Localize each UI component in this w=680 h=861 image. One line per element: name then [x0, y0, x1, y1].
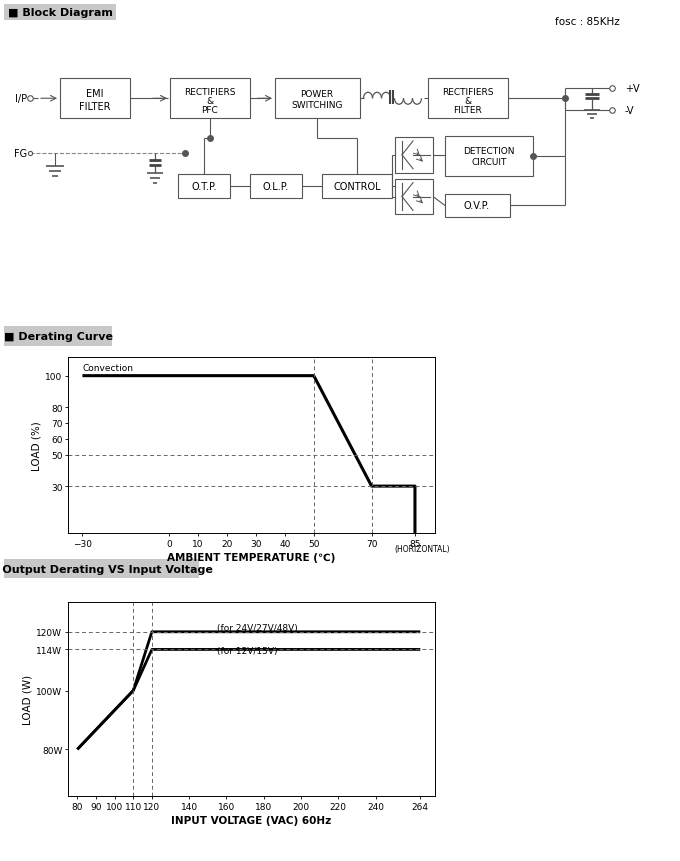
Text: FILTER: FILTER: [454, 106, 482, 115]
Text: SWITCHING: SWITCHING: [291, 101, 343, 109]
Text: &: &: [207, 96, 214, 106]
Bar: [178, 175, 230, 198]
Text: O.L.P.: O.L.P.: [263, 182, 289, 191]
Bar: [445, 195, 510, 218]
X-axis label: INPUT VOLTAGE (VAC) 60Hz: INPUT VOLTAGE (VAC) 60Hz: [171, 815, 332, 825]
Text: FG: FG: [14, 149, 27, 158]
Bar: [60, 79, 130, 119]
X-axis label: AMBIENT TEMPERATURE (℃): AMBIENT TEMPERATURE (℃): [167, 553, 336, 562]
Text: O.V.P.: O.V.P.: [464, 201, 490, 211]
Text: (for 12V/15V): (for 12V/15V): [217, 647, 277, 655]
Bar: [250, 175, 302, 198]
Text: EMI: EMI: [86, 90, 104, 99]
Text: +V: +V: [625, 84, 640, 94]
Text: I/P: I/P: [15, 94, 27, 104]
Text: ■ Derating Curve: ■ Derating Curve: [3, 331, 112, 342]
Text: DETECTION: DETECTION: [463, 147, 515, 156]
Bar: [4, 560, 199, 579]
Y-axis label: LOAD (W): LOAD (W): [22, 674, 32, 725]
Text: ■ Block Diagram: ■ Block Diagram: [7, 8, 112, 18]
Bar: [395, 179, 433, 215]
Text: &: &: [464, 96, 471, 106]
Text: RECTIFIERS: RECTIFIERS: [184, 88, 236, 96]
Text: (HORIZONTAL): (HORIZONTAL): [394, 545, 450, 554]
Text: (for 24V/27V/48V): (for 24V/27V/48V): [217, 623, 298, 632]
Bar: [170, 79, 250, 119]
Bar: [4, 5, 116, 21]
Text: POWER: POWER: [301, 90, 334, 99]
Text: CIRCUIT: CIRCUIT: [471, 158, 507, 167]
Bar: [428, 79, 508, 119]
Text: FILTER: FILTER: [80, 102, 111, 112]
Bar: [395, 138, 433, 174]
Bar: [275, 79, 360, 119]
Text: Convection: Convection: [82, 363, 133, 373]
Text: -V: -V: [625, 106, 634, 116]
Y-axis label: LOAD (%): LOAD (%): [31, 421, 41, 470]
Bar: [322, 175, 392, 198]
Text: RECTIFIERS: RECTIFIERS: [442, 88, 494, 96]
Text: O.T.P.: O.T.P.: [191, 182, 217, 191]
Text: PFC: PFC: [202, 106, 218, 115]
Text: ■ Output Derating VS Input Voltage: ■ Output Derating VS Input Voltage: [0, 564, 212, 574]
Bar: [445, 137, 533, 177]
Text: fosc : 85KHz: fosc : 85KHz: [555, 17, 619, 27]
Text: CONTROL: CONTROL: [333, 182, 381, 191]
Bar: [4, 327, 112, 346]
